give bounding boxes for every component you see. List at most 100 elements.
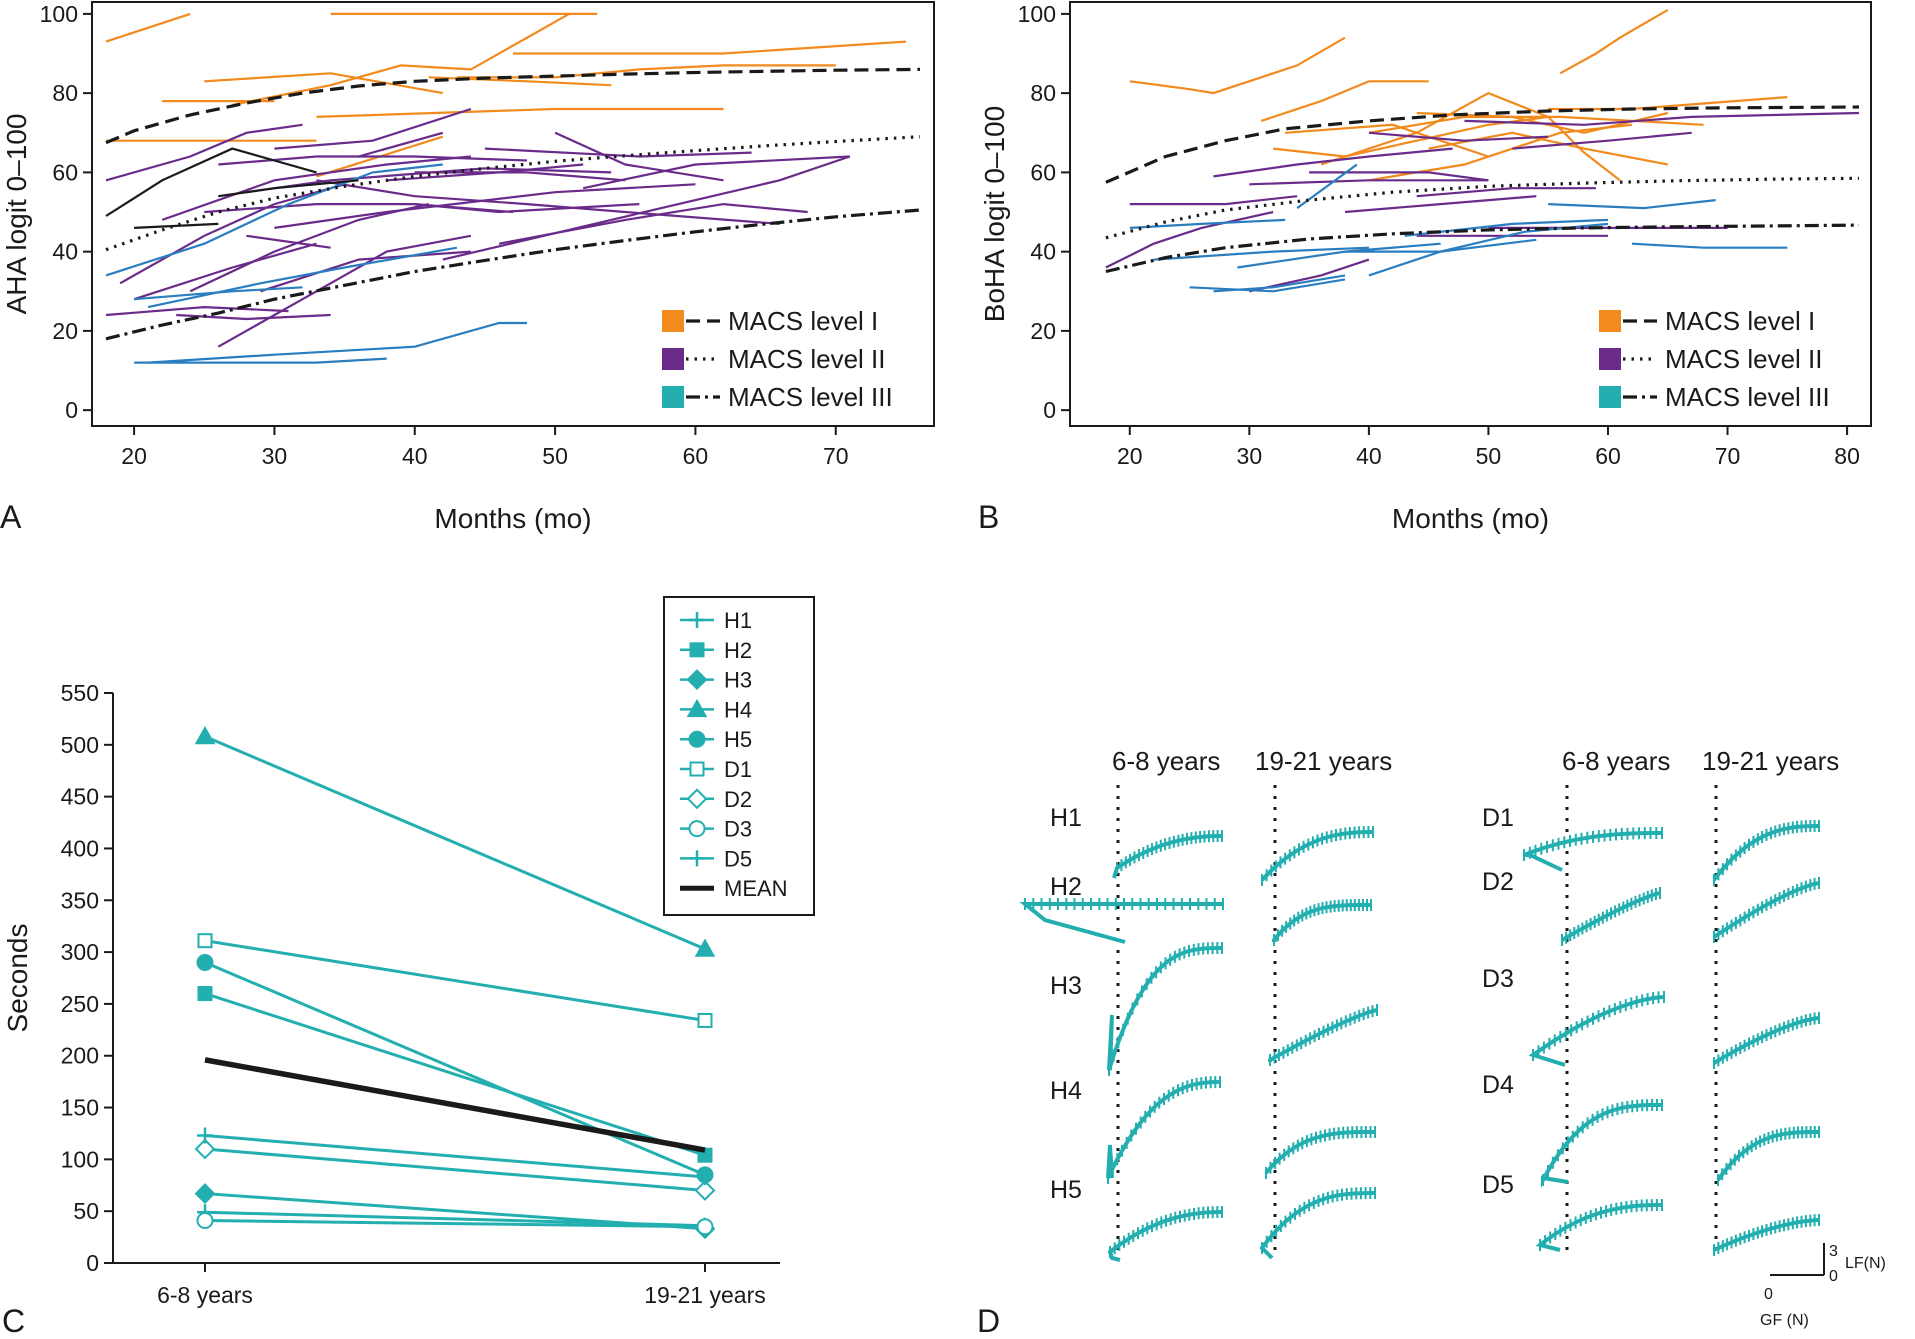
marker-circle: [696, 1218, 714, 1236]
series-d3: [196, 1212, 714, 1236]
legend-swatch: [662, 310, 684, 332]
x-tick-label: 30: [262, 443, 288, 469]
legend-label: MACS level III: [1665, 382, 1830, 412]
column-title: 6-8 years: [1562, 746, 1670, 776]
individual-trajectory: [119, 183, 345, 285]
panel-d: D 6-8 years 19-21 years 6-8 years 19-21 year…: [977, 746, 1886, 1339]
y-tick-label: 0: [1043, 397, 1056, 423]
legend-label: H2: [724, 638, 752, 663]
legend-label: D1: [724, 757, 752, 782]
individual-trajectory: [189, 203, 430, 293]
row-label-right: D5: [1482, 1171, 1514, 1199]
individual-trajectory: [176, 313, 331, 321]
marker-square: [689, 642, 705, 658]
individual-trajectory: [105, 163, 443, 277]
individual-trajectory: [1129, 195, 1298, 206]
trace-ticks: [1717, 1126, 1820, 1186]
trace-ticks: [1713, 877, 1820, 943]
individual-trajectory: [1464, 111, 1860, 126]
individual-trajectory: [134, 286, 303, 301]
individual-trajectory: [274, 107, 472, 150]
y-tick-label: 40: [52, 239, 78, 265]
individual-trajectory: [105, 123, 303, 182]
category-label: 19-21 years: [644, 1282, 765, 1308]
marker-plus: [689, 850, 705, 867]
marker-square: [697, 1012, 713, 1028]
marker-circle: [688, 730, 706, 748]
trace-ticks: [1109, 1206, 1223, 1258]
y-tick-label: 50: [73, 1198, 99, 1224]
individual-trajectory: [1320, 91, 1621, 182]
individual-trajectory: [1213, 274, 1346, 293]
individual-trajectory: [246, 234, 331, 249]
y-tick-label: 550: [61, 680, 99, 706]
x-tick-label: 50: [1476, 443, 1502, 469]
marker-diamond: [694, 1180, 716, 1201]
x-tick-label: 30: [1237, 443, 1263, 469]
marker-plus: [197, 1127, 213, 1144]
individual-trajectory: [133, 242, 317, 301]
series-h5: [196, 953, 714, 1184]
row-label-left: H1: [1050, 804, 1082, 832]
y-tick-label: 300: [61, 939, 99, 965]
individual-trajectory: [1548, 199, 1716, 210]
x-tick-label: 20: [121, 443, 147, 469]
individual-trajectory: [1153, 246, 1369, 261]
legend-label: D3: [724, 817, 752, 842]
individual-trajectory: [316, 179, 780, 225]
individual-trajectory: [554, 131, 724, 182]
individual-trajectory: [218, 155, 528, 166]
legend-label: D5: [724, 846, 752, 871]
individual-trajectory: [1416, 187, 1596, 198]
panel-b: 0 20 40 60 80 100 20 30 40 50 60 70 80 Months (mo) BoH…: [978, 1, 1872, 535]
trace-ticks: [1269, 1004, 1378, 1066]
individual-trajectory: [358, 131, 444, 158]
legend-swatch: [662, 386, 684, 408]
y-axis-label: Seconds: [2, 924, 33, 1033]
y-tick-label: 500: [61, 732, 99, 758]
individual-trajectory: [1559, 8, 1669, 75]
panel-c: 0 50 100 150 200 250 300 350 400 450 500 550 6-8 yea…: [2, 596, 815, 1339]
x-tick-label: 50: [542, 443, 568, 469]
y-tick-label: 40: [1030, 239, 1056, 265]
panel-label: C: [2, 1303, 25, 1339]
individual-trajectory: [105, 147, 317, 217]
y-tick-label: 100: [1018, 1, 1056, 27]
legend-label: MACS level I: [1665, 306, 1815, 336]
marker-diamond: [686, 788, 708, 810]
legend-label: H3: [724, 668, 752, 693]
trace-ticks: [1561, 887, 1661, 946]
marker-square: [197, 933, 213, 949]
trace-ticks: [1108, 942, 1223, 1076]
column-title: 6-8 years: [1112, 746, 1220, 776]
marker-diamond: [194, 1138, 216, 1160]
series-line: [204, 992, 706, 1157]
individual-trajectory: [1309, 171, 1489, 182]
y-axis-label: BoHA logit 0–100: [979, 106, 1010, 322]
individual-trajectory: [1249, 258, 1370, 293]
x-tick-label: 40: [1356, 443, 1382, 469]
scale-x-zero: 0: [1764, 1286, 1773, 1303]
row-label-right: D3: [1482, 965, 1514, 993]
marker-diamond: [686, 669, 708, 691]
row-label-right: D4: [1482, 1071, 1514, 1099]
y-tick-label: 20: [1030, 318, 1056, 344]
individual-trajectory: [161, 155, 472, 221]
y-tick-label: 0: [65, 397, 78, 423]
trace-ticks: [1713, 1214, 1820, 1256]
individual-trajectory: [217, 234, 472, 348]
trace-ticks: [1539, 1199, 1663, 1251]
trace-ticks: [1523, 827, 1663, 861]
trace-ticks: [1024, 898, 1224, 910]
column-title: 19-21 years: [1255, 746, 1392, 776]
plot-frame: [91, 1, 935, 427]
legend-c: H1 H2 H3 H4 H5 D1 D2 D3 D5 MEAN: [663, 596, 815, 916]
scale-y-bottom: 0: [1829, 1268, 1838, 1285]
trace-ticks: [1107, 1076, 1221, 1184]
individual-trajectory: [232, 12, 570, 107]
y-tick-label: 250: [61, 991, 99, 1017]
row-label-left: H2: [1050, 873, 1082, 901]
marker-circle: [196, 953, 214, 971]
individual-trajectory: [513, 40, 906, 55]
x-tick-label: 80: [1834, 443, 1860, 469]
